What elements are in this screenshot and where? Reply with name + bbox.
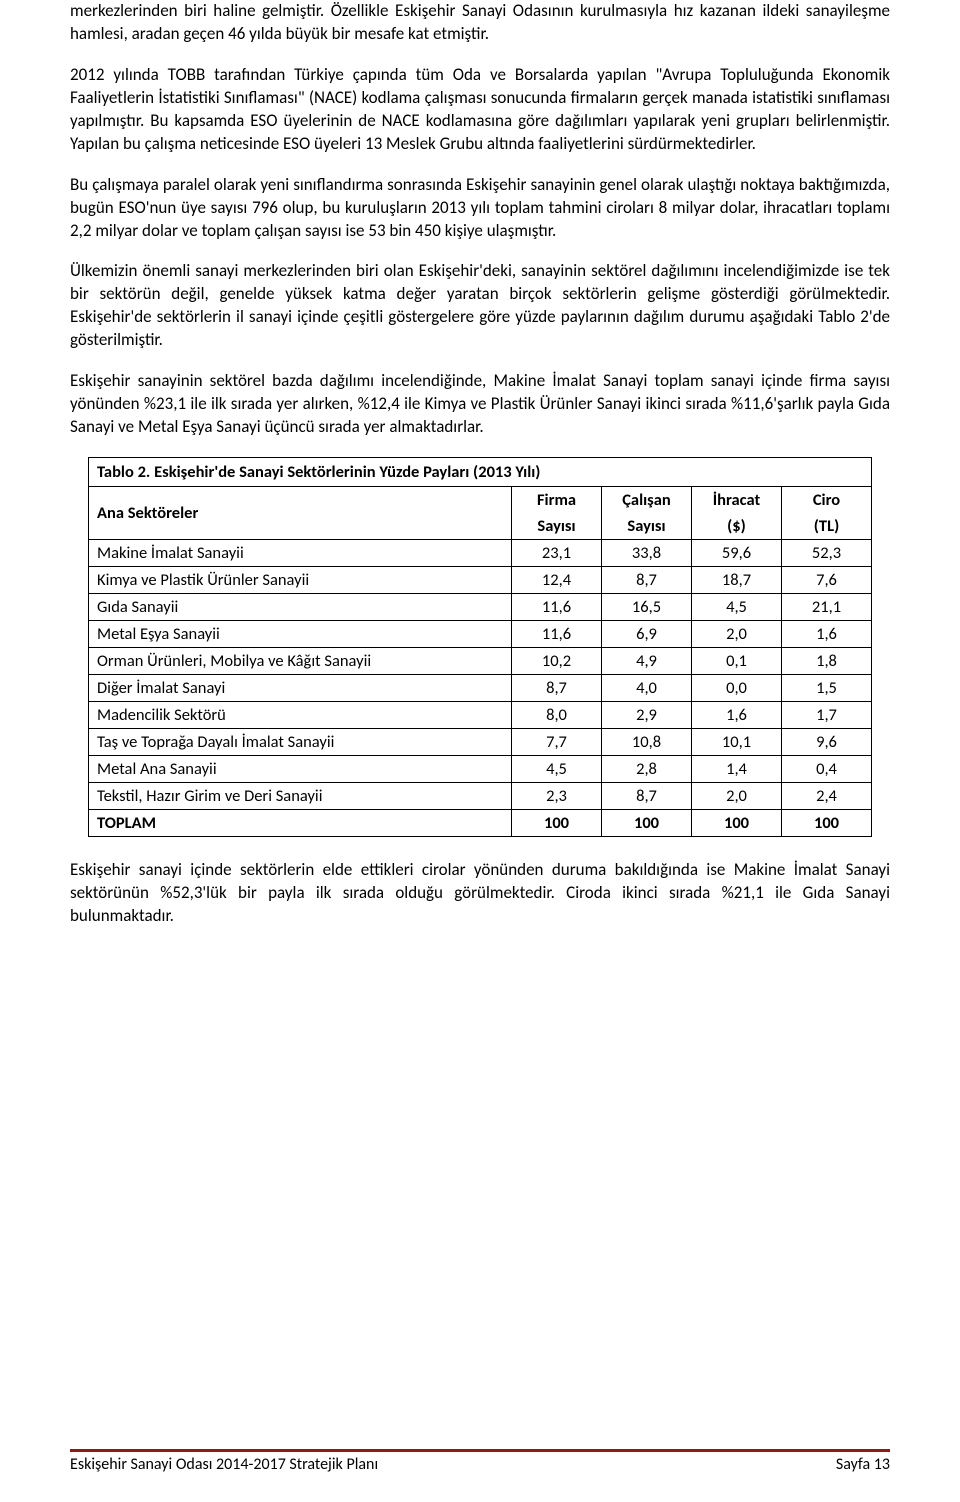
- cell-value: 2,8: [602, 756, 692, 783]
- cell-value: 8,7: [512, 675, 602, 702]
- cell-value: 8,7: [602, 567, 692, 594]
- header-ihracat: İhracat: [692, 487, 782, 514]
- cell-value: 33,8: [602, 540, 692, 567]
- cell-value: 12,4: [512, 567, 602, 594]
- cell-value: 10,2: [512, 648, 602, 675]
- cell-value: 6,9: [602, 621, 692, 648]
- page-footer: Eskişehir Sanayi Odası 2014-2017 Stratej…: [70, 1449, 890, 1474]
- cell-value: 2,0: [692, 621, 782, 648]
- cell-sector: Taş ve Toprağa Dayalı İmalat Sanayii: [89, 729, 512, 756]
- table-row: Diğer İmalat Sanayi8,74,00,01,5: [89, 675, 872, 702]
- cell-value: 23,1: [512, 540, 602, 567]
- header-ciro-2: (TL): [782, 513, 872, 540]
- sector-table: Tablo 2. Eskişehir'de Sanayi Sektörlerin…: [88, 457, 872, 837]
- cell-sector: Kimya ve Plastik Ürünler Sanayii: [89, 567, 512, 594]
- cell-value: 1,4: [692, 756, 782, 783]
- total-v0: 100: [512, 810, 602, 837]
- table-row: Orman Ürünleri, Mobilya ve Kâğıt Sanayii…: [89, 648, 872, 675]
- cell-value: 1,6: [692, 702, 782, 729]
- cell-value: 7,6: [782, 567, 872, 594]
- cell-value: 11,6: [512, 594, 602, 621]
- cell-value: 1,6: [782, 621, 872, 648]
- cell-sector: Makine İmalat Sanayii: [89, 540, 512, 567]
- paragraph-2: 2012 yılında TOBB tarafından Türkiye çap…: [70, 64, 890, 156]
- table-total-row: TOPLAM 100 100 100 100: [89, 810, 872, 837]
- cell-sector: Orman Ürünleri, Mobilya ve Kâğıt Sanayii: [89, 648, 512, 675]
- cell-value: 10,1: [692, 729, 782, 756]
- table-row: Gıda Sanayii11,616,54,521,1: [89, 594, 872, 621]
- table-row: Madencilik Sektörü8,02,91,61,7: [89, 702, 872, 729]
- cell-value: 18,7: [692, 567, 782, 594]
- cell-value: 1,7: [782, 702, 872, 729]
- cell-value: 1,8: [782, 648, 872, 675]
- table-row: Kimya ve Plastik Ürünler Sanayii12,48,71…: [89, 567, 872, 594]
- header-ciro: Ciro: [782, 487, 872, 514]
- cell-value: 59,6: [692, 540, 782, 567]
- cell-value: 4,5: [692, 594, 782, 621]
- cell-value: 11,6: [512, 621, 602, 648]
- cell-value: 0,1: [692, 648, 782, 675]
- cell-value: 8,0: [512, 702, 602, 729]
- table-row: Makine İmalat Sanayii23,133,859,652,3: [89, 540, 872, 567]
- paragraph-5: Eskişehir sanayinin sektörel bazda dağıl…: [70, 370, 890, 439]
- table-row: Metal Ana Sanayii4,52,81,40,4: [89, 756, 872, 783]
- cell-value: 16,5: [602, 594, 692, 621]
- header-firma: Firma: [512, 487, 602, 514]
- cell-value: 21,1: [782, 594, 872, 621]
- paragraph-3: Bu çalışmaya paralel olarak yeni sınıfla…: [70, 174, 890, 243]
- cell-value: 4,9: [602, 648, 692, 675]
- table-row: Tekstil, Hazır Girim ve Deri Sanayii2,38…: [89, 783, 872, 810]
- header-ihracat-2: ($): [692, 513, 782, 540]
- table-row: Metal Eşya Sanayii11,66,92,01,6: [89, 621, 872, 648]
- footer-left: Eskişehir Sanayi Odası 2014-2017 Stratej…: [70, 1455, 378, 1474]
- footer-right: Sayfa 13: [836, 1455, 890, 1474]
- cell-value: 10,8: [602, 729, 692, 756]
- cell-value: 4,0: [602, 675, 692, 702]
- total-v3: 100: [782, 810, 872, 837]
- table-title: Tablo 2. Eskişehir'de Sanayi Sektörlerin…: [89, 458, 872, 487]
- header-sector: Ana Sektöreler: [89, 487, 512, 540]
- cell-value: 4,5: [512, 756, 602, 783]
- header-firma-2: Sayısı: [512, 513, 602, 540]
- cell-sector: Metal Ana Sanayii: [89, 756, 512, 783]
- header-calisan-2: Sayısı: [602, 513, 692, 540]
- cell-sector: Diğer İmalat Sanayi: [89, 675, 512, 702]
- paragraph-4: Ülkemizin önemli sanayi merkezlerinden b…: [70, 260, 890, 352]
- cell-value: 2,3: [512, 783, 602, 810]
- total-label: TOPLAM: [89, 810, 512, 837]
- paragraph-6: Eskişehir sanayi içinde sektörlerin elde…: [70, 859, 890, 928]
- total-v1: 100: [602, 810, 692, 837]
- cell-value: 7,7: [512, 729, 602, 756]
- cell-value: 0,4: [782, 756, 872, 783]
- header-calisan: Çalışan: [602, 487, 692, 514]
- cell-value: 2,0: [692, 783, 782, 810]
- cell-value: 9,6: [782, 729, 872, 756]
- paragraph-1: merkezlerinden biri haline gelmiştir. Öz…: [70, 0, 890, 46]
- cell-value: 8,7: [602, 783, 692, 810]
- cell-sector: Metal Eşya Sanayii: [89, 621, 512, 648]
- cell-value: 2,9: [602, 702, 692, 729]
- cell-sector: Tekstil, Hazır Girim ve Deri Sanayii: [89, 783, 512, 810]
- cell-value: 0,0: [692, 675, 782, 702]
- total-v2: 100: [692, 810, 782, 837]
- cell-value: 1,5: [782, 675, 872, 702]
- cell-value: 2,4: [782, 783, 872, 810]
- table-row: Taş ve Toprağa Dayalı İmalat Sanayii7,71…: [89, 729, 872, 756]
- cell-sector: Madencilik Sektörü: [89, 702, 512, 729]
- cell-value: 52,3: [782, 540, 872, 567]
- cell-sector: Gıda Sanayii: [89, 594, 512, 621]
- table-title-row: Tablo 2. Eskişehir'de Sanayi Sektörlerin…: [89, 458, 872, 487]
- table-header-row: Ana Sektöreler Firma Çalışan İhracat Cir…: [89, 487, 872, 514]
- sector-table-container: Tablo 2. Eskişehir'de Sanayi Sektörlerin…: [70, 457, 890, 837]
- footer-divider: [70, 1449, 890, 1452]
